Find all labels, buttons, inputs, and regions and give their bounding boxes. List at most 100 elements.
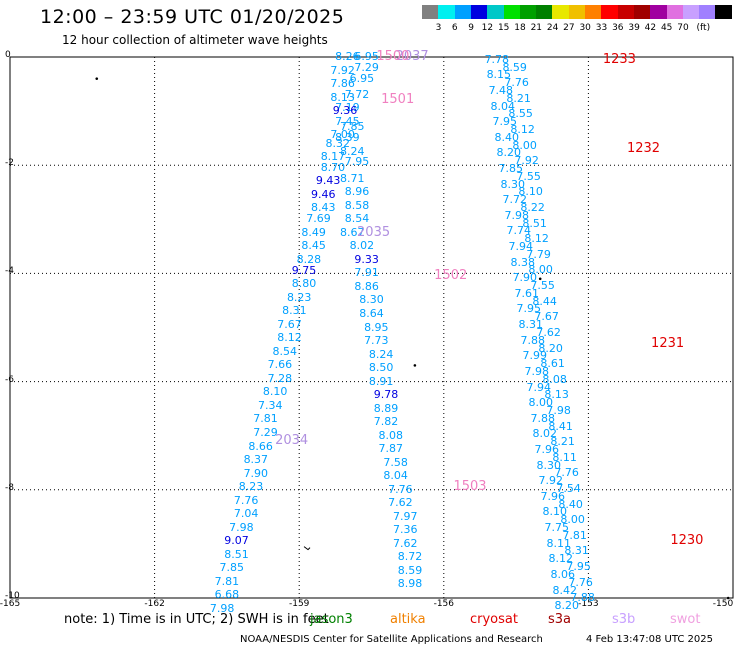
legend-swatch (438, 5, 456, 19)
wave-height-value: 8.04 (490, 99, 516, 113)
wave-height-value: 6.95 (349, 71, 375, 85)
wave-height-value: 8.49 (301, 225, 326, 239)
wave-height-value: 7.85 (498, 161, 524, 175)
wave-height-value: 7.79 (526, 247, 551, 261)
legend-swatch (422, 5, 439, 19)
legend-label: 24 (546, 23, 559, 33)
wave-height-value: 7.62 (388, 496, 413, 510)
wave-height-value: 7.94 (508, 240, 534, 254)
footer-credit: NOAA/NESDIS Center for Satellite Applica… (240, 634, 543, 645)
wave-height-value: 8.12 (510, 122, 535, 136)
legend-swatch (585, 5, 602, 19)
legend-swatch (568, 5, 586, 19)
pass-number-label: 1502 (434, 268, 468, 284)
satellite-legend-item: altika (390, 612, 426, 627)
legend-label: 36 (612, 23, 624, 33)
legend-label: 45 (660, 23, 673, 33)
wave-height-value: 7.98 (524, 364, 550, 378)
island-marker (726, 596, 730, 600)
wave-height-value: 7.85 (219, 561, 244, 575)
wave-height-value: 7.90 (512, 271, 538, 285)
wave-height-value: 7.81 (214, 574, 240, 588)
wave-height-value: 7.92 (330, 63, 355, 77)
x-axis-tick-label: -153 (578, 599, 599, 609)
wave-height-value: 8.54 (344, 212, 370, 226)
wave-height-value: 7.34 (258, 398, 283, 412)
wave-height-value: 8.24 (339, 144, 365, 158)
wave-height-value: 7.55 (530, 279, 555, 293)
legend-swatch (601, 5, 619, 19)
wave-height-value: 9.78 (373, 388, 399, 402)
wave-height-value: 8.54 (272, 344, 297, 358)
wave-height-value: 8.12 (548, 552, 573, 566)
wave-height-value: 8.61 (540, 357, 565, 371)
wave-height-value: 7.88 (520, 333, 546, 347)
wave-height-value: 7.91 (354, 266, 379, 280)
wave-height-value: 8.00 (528, 263, 553, 277)
wave-height-value: 8.59 (397, 563, 423, 577)
wave-height-value: 8.37 (243, 453, 269, 467)
island-marker (303, 546, 311, 551)
wave-height-value: 7.75 (544, 521, 569, 535)
footer-generated-time: 4 Feb 13:47:08 UTC 2025 (586, 634, 713, 645)
satellite-legend-item: swot (670, 612, 701, 627)
pass-number-label: 1500 (376, 49, 410, 64)
pass-number-label: 1233 (602, 51, 636, 67)
wave-height-value: 7.98 (546, 403, 571, 417)
legend-label: 15 (497, 23, 510, 33)
pass-number-label: 2037 (395, 49, 429, 64)
wave-height-value: 8.04 (383, 469, 408, 483)
wave-height-value: 7.88 (530, 411, 555, 425)
wave-height-value: 8.10 (542, 505, 567, 519)
wave-height-value: 7.66 (267, 358, 293, 372)
wave-height-value: 7.62 (392, 536, 418, 550)
legend-label: 39 (628, 23, 640, 33)
wave-height-value: 8.00 (560, 513, 585, 527)
wave-height-value: 8.30 (359, 293, 384, 307)
wave-height-value: 8.02 (532, 427, 557, 441)
wave-height-value: 7.92 (514, 154, 539, 168)
legend-swatch (617, 5, 635, 19)
wave-height-value: 8.08 (542, 372, 567, 386)
wave-height-value: 7.45 (335, 114, 360, 128)
satellite-legend-item: s3b (612, 612, 636, 627)
legend-swatch (682, 5, 700, 19)
legend-swatch (715, 5, 733, 19)
wave-height-value: 8.41 (548, 419, 573, 433)
legend-swatch (650, 5, 668, 19)
x-axis-tick-label: -162 (144, 599, 165, 609)
x-axis-tick-label: -159 (288, 599, 310, 609)
wave-height-value: 7.98 (504, 208, 530, 222)
wave-height-value: 7.95 (492, 115, 518, 129)
wave-height-value: 9.33 (354, 252, 379, 266)
wave-height-value: 7.00 (330, 128, 355, 142)
wave-height-value: 7.92 (538, 474, 563, 488)
wave-height-value: 7.74 (506, 224, 532, 238)
wave-height-value: 8.11 (546, 536, 571, 550)
wave-height-value: 8.39 (335, 131, 360, 145)
wave-height-value: 7.55 (516, 169, 541, 183)
wave-height-value: 8.55 (508, 107, 533, 121)
wave-height-value: 8.31 (282, 304, 307, 318)
legend-swatch (666, 5, 684, 19)
legend-label: 42 (644, 23, 657, 33)
wave-height-value: 8.32 (325, 136, 351, 150)
wave-height-value: 8.98 (397, 577, 423, 591)
legend-label: 6 (451, 23, 458, 33)
pass-number-label: 1231 (651, 335, 685, 351)
legend-swatch (633, 5, 651, 19)
map-subtitle: 12 hour collection of altimeter wave hei… (62, 33, 328, 47)
wave-height-value: 8.11 (552, 450, 577, 464)
wave-height-value: 7.95 (566, 560, 591, 574)
wave-height-value: 9.75 (291, 263, 317, 277)
wave-height-value: 9.46 (311, 187, 336, 201)
wave-height-value: 7.19 (335, 101, 360, 115)
wave-height-value: 9.07 (224, 534, 249, 548)
wave-height-value: 9.43 (315, 174, 341, 188)
wave-height-value: 7.76 (388, 482, 413, 496)
x-axis-tick-label: -165 (0, 599, 21, 609)
wave-height-value: 7.99 (522, 349, 548, 363)
wave-height-value: 8.31 (564, 544, 589, 558)
wave-height-value: 7.76 (233, 493, 259, 507)
